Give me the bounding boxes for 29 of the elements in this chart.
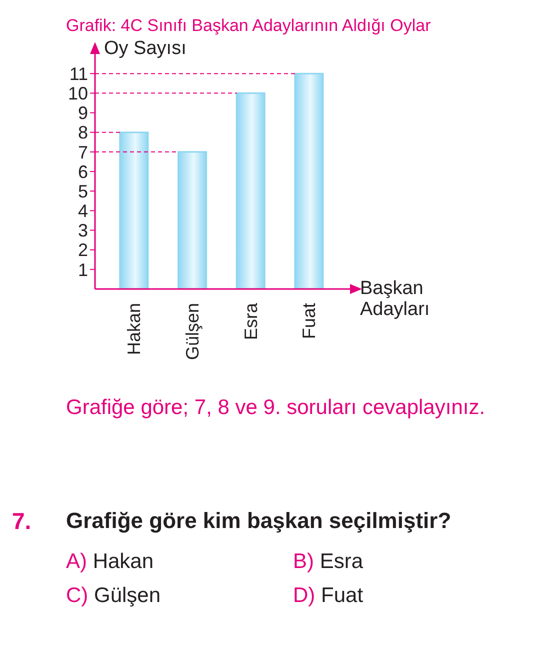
text: Grafiğe göre kim başkan seçilmiştir? xyxy=(66,508,452,534)
y-tick-label: 11 xyxy=(69,64,88,84)
x-tick-label: Fuat xyxy=(299,303,320,340)
chart-title: Grafik: 4C Sınıfı Başkan Adaylarının Aldığı Oylar xyxy=(66,16,431,36)
bar xyxy=(294,72,324,289)
y-tick-label: 2 xyxy=(78,240,88,260)
x-tick-label: Hakan xyxy=(124,303,144,356)
x-tick-label: Gülşen xyxy=(182,303,202,360)
bar xyxy=(178,151,208,289)
y-tick-label: 5 xyxy=(78,181,88,202)
bar xyxy=(119,132,149,289)
y-tick-label: 8 xyxy=(78,122,88,143)
y-tick-label: 9 xyxy=(78,103,88,124)
text: Grafiğe göre; 7, 8 ve 9. soruları cevaplayınız. xyxy=(66,396,486,420)
text: A) Hakan xyxy=(66,550,154,573)
y-tick-label: 10 xyxy=(68,84,88,104)
x-axis-title: Başkan Adayları xyxy=(360,278,431,320)
y-axis-title: Oy Sayısı xyxy=(104,38,186,60)
y-tick-label: 1 xyxy=(78,260,88,280)
x-tick-label: Esra xyxy=(240,302,261,340)
text: B) Esra xyxy=(293,550,364,573)
bar xyxy=(236,92,266,289)
text: C) Gülşen xyxy=(66,584,161,607)
y-tick-label: 6 xyxy=(78,162,88,182)
text: D) Fuat xyxy=(293,584,364,607)
y-tick-label: 4 xyxy=(78,201,88,222)
y-tick-label: 3 xyxy=(78,220,88,241)
y-tick-label: 7 xyxy=(78,142,88,162)
text: 7. xyxy=(12,508,32,535)
